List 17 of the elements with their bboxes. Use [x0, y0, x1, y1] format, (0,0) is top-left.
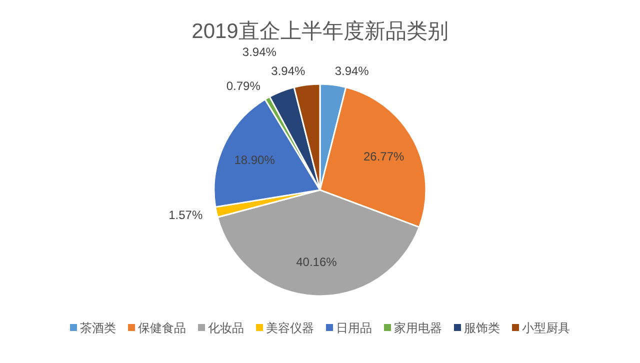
data-label: 26.77%	[364, 150, 405, 164]
legend-label: 化妆品	[208, 321, 244, 335]
data-label: 3.94%	[334, 64, 370, 78]
data-label: 3.94%	[242, 45, 277, 60]
data-label: 18.90%	[234, 152, 276, 167]
legend-label: 美容仪器	[266, 321, 314, 335]
legend-label: 小型厨具	[522, 321, 570, 335]
data-label: 1.57%	[168, 208, 203, 222]
legend-label: 茶酒类	[80, 321, 116, 335]
data-label: 0.79%	[226, 78, 261, 93]
chart-title: 2019直企上半年度新品类别	[192, 20, 448, 43]
legend-label: 服饰类	[464, 321, 500, 335]
legend-label: 日用品	[336, 321, 372, 335]
data-label: 40.16%	[296, 254, 338, 269]
legend-label: 保健食品	[138, 321, 186, 335]
data-label: 3.94%	[271, 64, 306, 78]
legend-label: 家用电器	[394, 321, 442, 335]
